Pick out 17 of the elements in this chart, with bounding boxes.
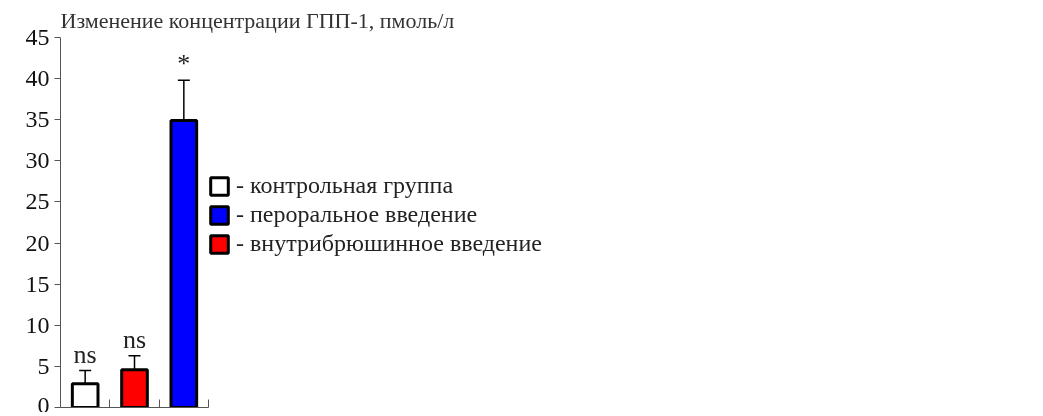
y-tick-label: 10: [25, 311, 50, 338]
y-tick-label: 40: [25, 65, 50, 92]
legend-label: - пероральное введение: [236, 201, 478, 228]
annotation: *: [177, 49, 191, 79]
y-tick-label: 15: [25, 270, 50, 297]
y-tick-label: 30: [25, 147, 50, 174]
annotation: ns: [122, 324, 147, 354]
y-tick-label: 25: [25, 188, 50, 215]
legend-label: - контрольная группа: [236, 172, 454, 199]
y-tick-label: 35: [25, 106, 50, 133]
annotation: ns: [73, 339, 97, 369]
text: Изменение концентрации ГПП-1, пмоль/л: [60, 7, 455, 33]
legend-label: - внутрибрюшинное введение: [236, 230, 542, 257]
y-tick-label: 5: [37, 352, 50, 379]
y-tick-label: 0: [37, 391, 50, 416]
y-tick-label: 45: [25, 24, 50, 50]
y-tick-label: 20: [25, 229, 50, 256]
